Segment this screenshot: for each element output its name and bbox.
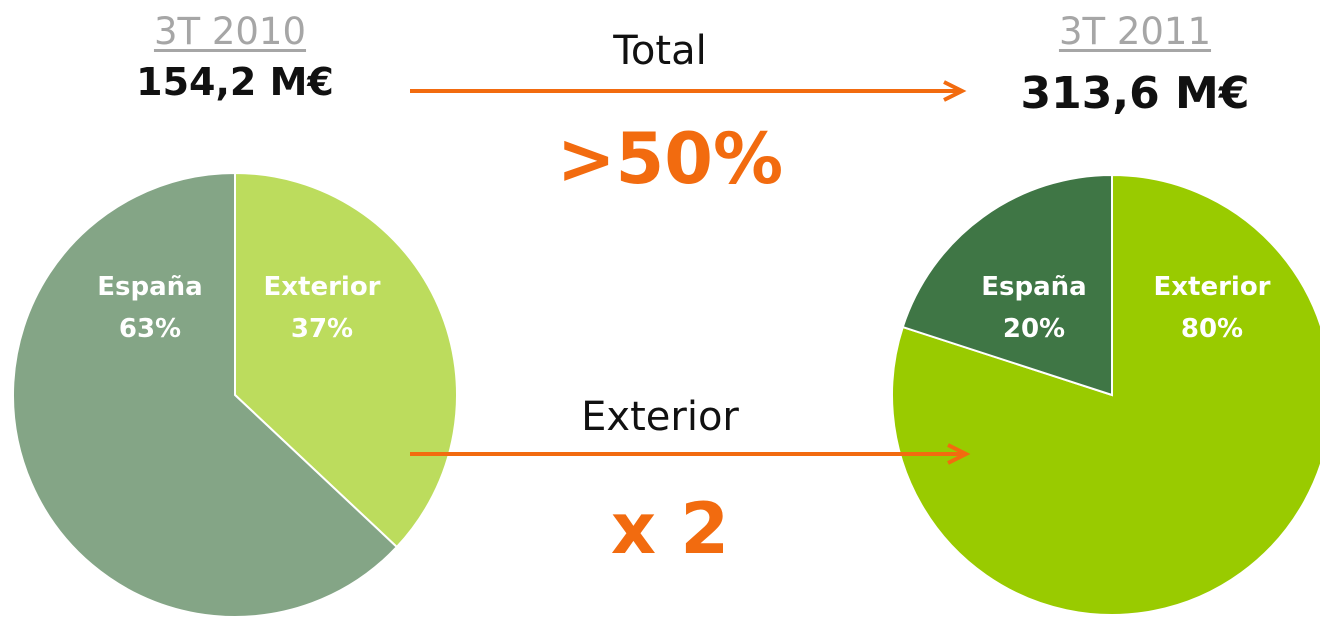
exterior-growth-value: x 2	[610, 488, 730, 570]
slice-espana-2010	[12, 171, 399, 617]
slice-value-exterior-2011: 80%	[1181, 314, 1243, 344]
pie-chart-2010: España 63% Exterior 37%	[12, 171, 458, 617]
right-total-amount: 313,6 M€	[1020, 68, 1250, 119]
exterior-arrow-head	[947, 443, 971, 465]
pie-chart-2011: España 20% Exterior 80%	[891, 173, 1320, 616]
slice-label-exterior-2011: Exterior	[1153, 272, 1270, 302]
right-period-label: 3T 2011	[1058, 10, 1212, 53]
exterior-arrow	[410, 443, 971, 465]
slice-label-espana-2010: España	[97, 272, 202, 302]
slice-label-espana-2011: España	[981, 272, 1086, 302]
slice-exterior-2010	[234, 171, 458, 549]
slice-value-espana-2011: 20%	[1003, 314, 1065, 344]
slice-value-exterior-2010: 37%	[291, 314, 353, 344]
slice-value-espana-2010: 63%	[119, 314, 181, 344]
exterior-label: Exterior	[581, 394, 739, 440]
left-period-label: 3T 2010	[153, 10, 307, 53]
total-arrow	[410, 80, 967, 102]
total-growth-value: >50%	[556, 118, 784, 200]
slice-espana-2011	[901, 173, 1113, 397]
slice-label-exterior-2010: Exterior	[263, 272, 380, 302]
left-total-amount: 154,2 M€	[136, 60, 334, 104]
slice-exterior-2011	[891, 173, 1320, 616]
total-arrow-head	[943, 80, 967, 102]
total-label: Total	[613, 28, 707, 74]
